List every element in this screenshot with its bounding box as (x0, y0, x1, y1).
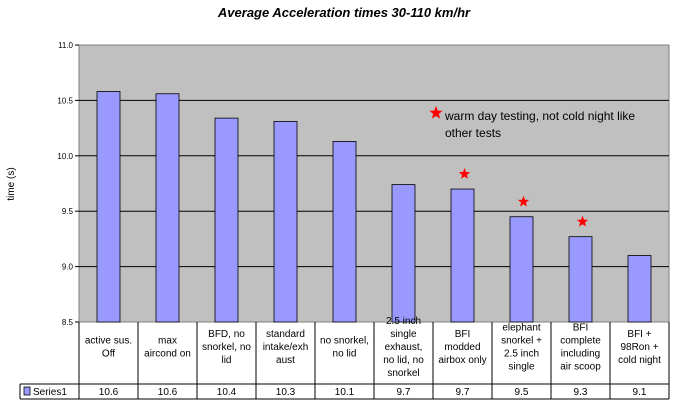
category-label: intake/exh (263, 342, 309, 353)
bar (391, 184, 416, 323)
category-label: modded (444, 342, 480, 353)
category-label: complete (560, 336, 601, 347)
legend-swatch (23, 386, 31, 396)
y-tick-label: 8.5 (62, 318, 74, 327)
value-label: 9.7 (456, 387, 470, 398)
bar (273, 121, 298, 323)
category-label: active sus. (85, 336, 132, 347)
bar (627, 255, 652, 323)
y-axis-ticks: 8.5 9.0 9.5 10.0 10.5 11.0 (57, 41, 79, 327)
warm-day-stars (458, 168, 589, 227)
data-table: active sus. Off max aircond on BFD, no snorke… (19, 316, 670, 400)
annotation-star-icon (429, 106, 443, 119)
value-label: 10.6 (158, 387, 178, 398)
bar (332, 140, 357, 323)
y-tick-label: 9.0 (62, 263, 74, 272)
y-tick-label: 10.0 (57, 152, 73, 161)
category-label: cold night (618, 355, 661, 366)
value-label: 9.3 (574, 387, 588, 398)
warm-day-star-icon (517, 195, 530, 207)
bar (450, 188, 475, 323)
category-label: standard (266, 329, 305, 340)
warm-day-star-icon (458, 168, 471, 179)
category-label: 2.5 inch (386, 316, 421, 327)
category-label: aust (276, 355, 295, 366)
value-label: 9.1 (633, 387, 647, 398)
chart-title: Average Acceleration times 30-110 km/hr (217, 5, 471, 20)
annotation-text-line-1: warm day testing, not cold night like (444, 109, 635, 123)
value-label: 9.5 (515, 387, 529, 398)
bar (568, 236, 593, 323)
bar (509, 216, 534, 323)
category-label: snorkel (387, 368, 419, 379)
annotation: warm day testing, not cold night like ot… (429, 106, 635, 140)
category-label: no lid (333, 349, 357, 360)
category-label: including (561, 349, 600, 360)
value-label: 10.3 (276, 387, 296, 398)
category-label: BFD, no (208, 329, 245, 340)
category-label: single (508, 362, 535, 373)
category-label: 2.5 inch (504, 349, 539, 360)
category-label: no lid, no (383, 355, 424, 366)
y-tick-label: 10.5 (57, 96, 73, 105)
category-label: Off (102, 349, 115, 360)
category-label: air scoop (560, 362, 601, 373)
category-label: snorkel, no (202, 342, 251, 353)
category-label: BFI (573, 323, 589, 334)
bar (214, 117, 239, 323)
category-label: no snorkel, (320, 336, 369, 347)
y-axis-label: time (s) (6, 167, 17, 200)
value-label: 10.4 (217, 387, 237, 398)
bar (155, 93, 180, 323)
category-label: BFI + (627, 329, 651, 340)
category-label: elephant (502, 323, 541, 334)
category-label: single (390, 329, 417, 340)
value-label: 10.6 (99, 387, 119, 398)
category-label: max (158, 336, 177, 347)
bars (96, 91, 652, 323)
category-label: snorkel + (501, 336, 542, 347)
annotation-text-line-2: other tests (445, 126, 501, 140)
y-tick-label: 11.0 (58, 41, 74, 50)
bar (96, 91, 121, 323)
category-label: airbox only (438, 355, 486, 366)
warm-day-star-icon (576, 215, 589, 227)
category-label: lid (221, 355, 231, 366)
y-tick-label: 9.5 (62, 207, 74, 216)
legend-series-name: Series1 (33, 387, 67, 398)
category-label: BFI (455, 329, 471, 340)
value-label: 10.1 (335, 387, 355, 398)
category-label: exhaust, (385, 342, 423, 353)
value-label: 9.7 (397, 387, 411, 398)
category-label: aircond on (144, 349, 191, 360)
category-label: 98Ron + (620, 342, 658, 353)
